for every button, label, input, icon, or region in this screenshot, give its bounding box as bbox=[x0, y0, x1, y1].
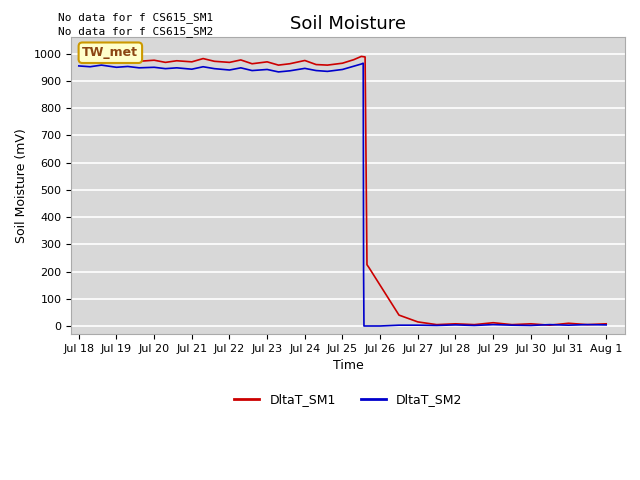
Title: Soil Moisture: Soil Moisture bbox=[290, 15, 406, 33]
Text: No data for f CS615_SM2: No data for f CS615_SM2 bbox=[58, 26, 213, 37]
Y-axis label: Soil Moisture (mV): Soil Moisture (mV) bbox=[15, 128, 28, 243]
Text: TW_met: TW_met bbox=[83, 46, 138, 59]
Legend: DltaT_SM1, DltaT_SM2: DltaT_SM1, DltaT_SM2 bbox=[229, 388, 467, 411]
Text: No data for f CS615_SM1: No data for f CS615_SM1 bbox=[58, 12, 213, 23]
X-axis label: Time: Time bbox=[333, 360, 364, 372]
